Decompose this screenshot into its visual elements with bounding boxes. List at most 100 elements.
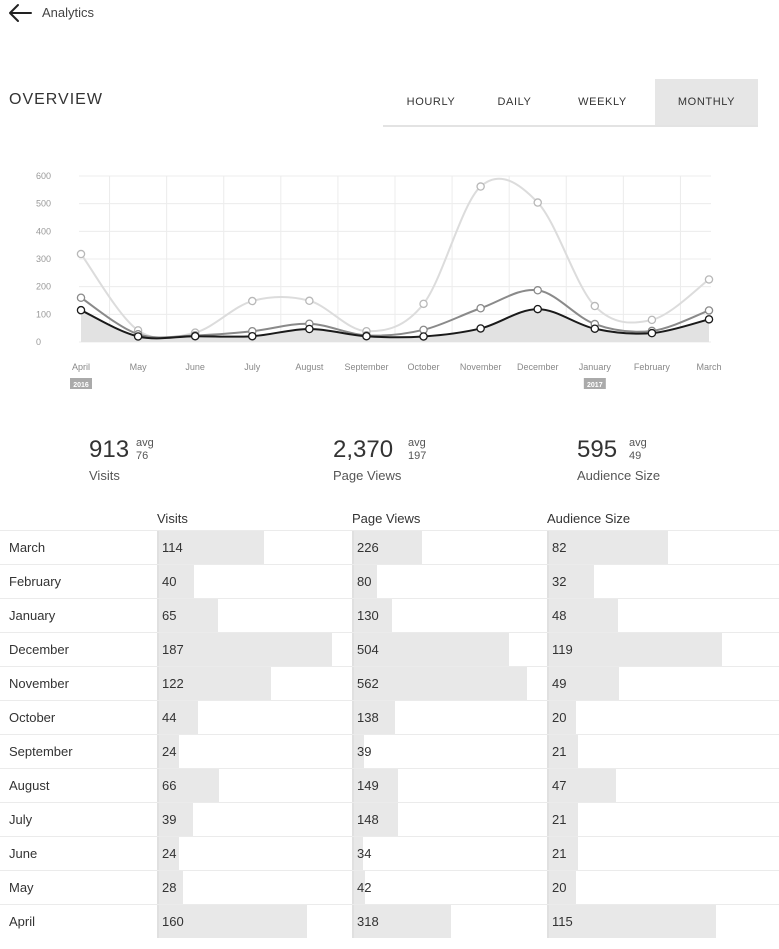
y-tick-label: 200 <box>36 282 51 292</box>
cell-value: 66 <box>162 778 177 793</box>
value-bar <box>547 599 618 632</box>
stat-audience-label: Audience Size <box>577 468 661 483</box>
row-month: November <box>9 676 69 691</box>
table-row: July 39 148 21 <box>0 802 779 836</box>
stat-visits-avg: avg 76 <box>136 437 154 463</box>
row-month: May <box>9 880 34 895</box>
bar-edge <box>352 701 354 734</box>
year-badge-label: 2016 <box>73 382 89 389</box>
bar-edge <box>157 905 159 938</box>
cell-value: 47 <box>552 778 567 793</box>
stat-page-views-avg: avg 197 <box>408 437 426 463</box>
tab-daily[interactable]: DAILY <box>497 96 532 108</box>
x-tick-label: January <box>579 362 612 372</box>
cell-value: 122 <box>162 676 184 691</box>
value-bar <box>547 837 578 870</box>
data-point-page-views <box>305 296 314 306</box>
bar-edge <box>157 837 159 870</box>
value-bar <box>547 531 668 564</box>
cell-value: 80 <box>357 574 372 589</box>
column-header-page-views: Page Views <box>352 511 421 526</box>
bar-edge <box>352 633 354 666</box>
bar-edge <box>547 531 549 564</box>
overview-title: OVERVIEW <box>9 91 103 108</box>
value-bar <box>352 531 422 564</box>
value-bar <box>352 633 509 666</box>
table-row: May 28 42 20 <box>0 870 779 904</box>
tab-weekly[interactable]: WEEKLY <box>578 96 627 108</box>
row-month: April <box>9 914 36 929</box>
data-point-page-views <box>704 275 714 284</box>
bar-edge <box>547 667 549 700</box>
cell-value: 187 <box>162 642 184 657</box>
bar-edge <box>547 905 549 938</box>
value-bar <box>352 871 365 904</box>
x-tick-label: September <box>344 362 388 372</box>
table-row: October 44 138 20 <box>0 700 779 734</box>
line-chart: 0 100 200 300 400 500 600 April May June July Augus… <box>36 171 722 389</box>
table-row: March 114 226 82 <box>0 530 779 564</box>
stat-audience-avg: avg 49 <box>629 437 647 463</box>
page-title: Analytics <box>42 5 95 20</box>
value-bar <box>157 701 198 734</box>
value-bar <box>352 701 395 734</box>
monthly-table: Visits Page Views Audience Size March 114… <box>0 508 779 938</box>
bar-edge <box>157 871 159 904</box>
cell-value: 65 <box>162 608 177 623</box>
row-month: January <box>9 608 56 623</box>
value-bar <box>157 667 271 700</box>
stat-page-views-avg-value: 197 <box>408 450 427 462</box>
value-bar <box>547 667 619 700</box>
bar-edge <box>547 633 549 666</box>
data-point-visits <box>133 332 143 341</box>
value-bar <box>157 633 332 666</box>
data-point-visits <box>590 324 600 333</box>
y-tick-label: 100 <box>36 309 51 319</box>
data-point-audience <box>76 293 86 302</box>
bar-edge <box>352 735 354 768</box>
bar-edge <box>157 735 159 768</box>
x-tick-label: April <box>72 362 90 372</box>
cell-value: 40 <box>162 574 177 589</box>
x-tick-label: October <box>408 362 440 372</box>
cell-value: 226 <box>357 540 379 555</box>
data-point-page-views <box>647 315 657 325</box>
bar-edge <box>547 769 549 802</box>
y-tick-label: 0 <box>36 337 41 347</box>
data-point-visits <box>476 324 485 333</box>
cell-value: 21 <box>552 744 567 759</box>
cell-value: 318 <box>357 914 379 929</box>
cell-value: 504 <box>357 642 379 657</box>
value-bar <box>352 735 364 768</box>
tab-monthly[interactable]: MONTHLY <box>655 79 758 125</box>
stat-page-views-label: Page Views <box>333 468 402 483</box>
year-badge <box>70 378 92 389</box>
data-point-page-views <box>476 182 485 191</box>
data-point-visits <box>647 328 657 338</box>
y-tick-label: 400 <box>36 226 51 236</box>
bar-edge <box>547 599 549 632</box>
cell-value: 42 <box>357 880 372 895</box>
table-header: Visits Page Views Audience Size <box>0 508 779 530</box>
cell-value: 39 <box>357 744 372 759</box>
x-tick-label: June <box>185 362 205 372</box>
value-bar <box>352 803 398 836</box>
row-month: July <box>9 812 33 827</box>
data-point-visits <box>362 331 371 341</box>
tab-hourly[interactable]: HOURLY <box>406 96 456 108</box>
data-point-audience <box>533 286 542 295</box>
visits-area <box>81 309 709 342</box>
value-bar <box>352 837 363 870</box>
value-bar <box>157 599 218 632</box>
bar-edge <box>352 905 354 938</box>
bar-edge <box>352 871 354 904</box>
cell-value: 20 <box>552 880 567 895</box>
value-bar <box>547 803 578 836</box>
value-bar <box>547 565 594 598</box>
row-month: June <box>9 846 38 861</box>
x-tick-label: August <box>295 362 324 372</box>
cell-value: 20 <box>552 710 567 725</box>
overview-chart: 0 100 200 300 400 500 600 April May June July Augus… <box>0 160 779 400</box>
bar-edge <box>547 837 549 870</box>
back-arrow-icon[interactable] <box>8 3 34 23</box>
